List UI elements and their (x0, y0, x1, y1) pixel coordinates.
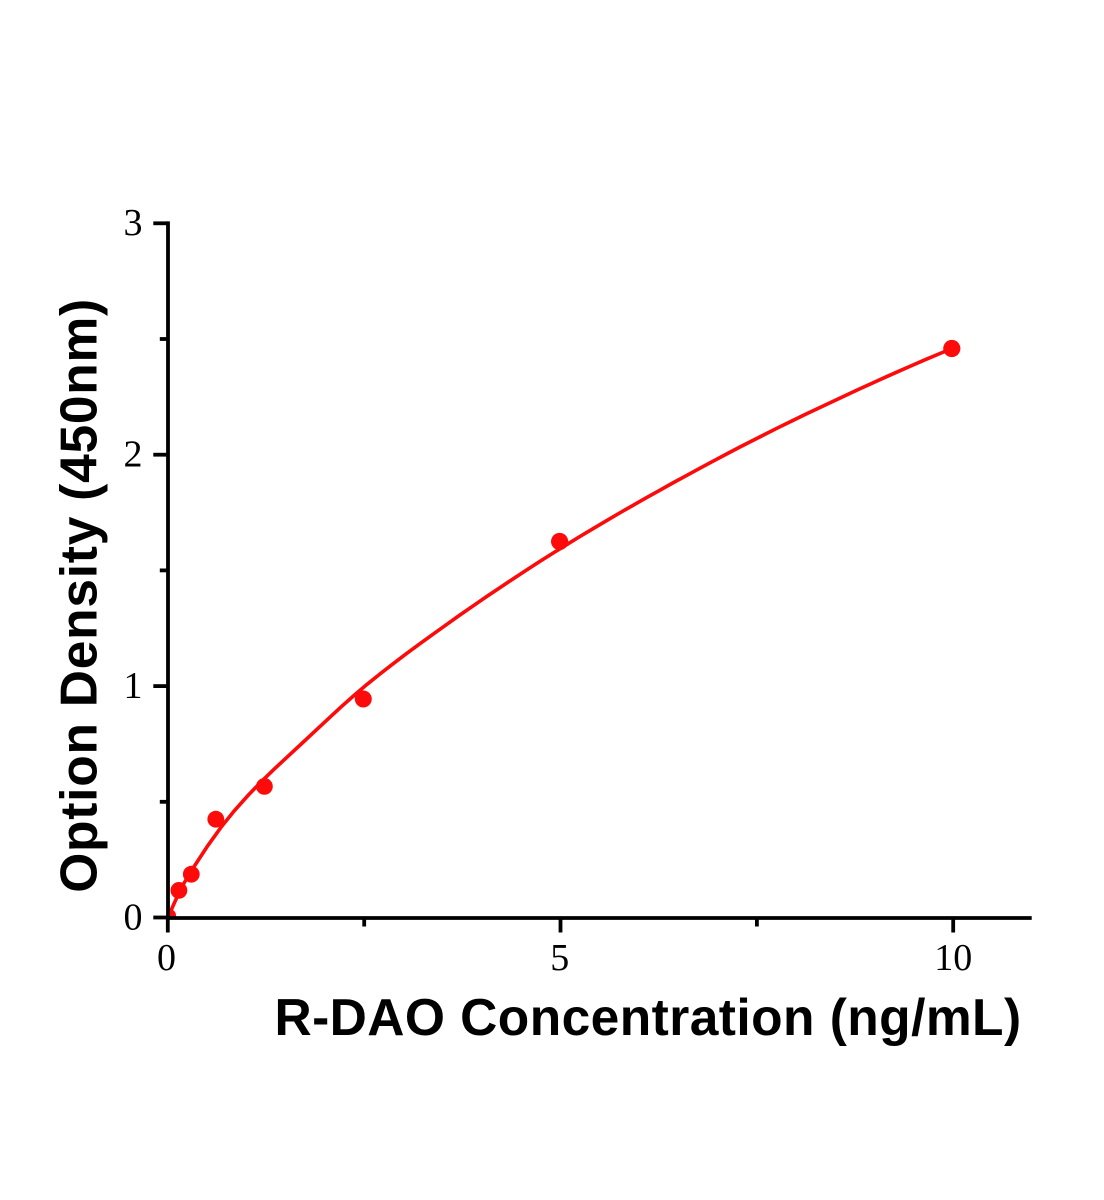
svg-text:Option Density (450nm): Option Density (450nm) (49, 298, 107, 893)
svg-text:0: 0 (157, 937, 176, 979)
svg-text:R-DAO Concentration (ng/mL): R-DAO Concentration (ng/mL) (274, 988, 1021, 1046)
svg-text:1: 1 (124, 665, 143, 707)
svg-text:2: 2 (124, 434, 143, 476)
svg-text:5: 5 (550, 937, 569, 979)
svg-text:0: 0 (124, 896, 143, 938)
svg-text:3: 3 (124, 202, 143, 244)
svg-text:10: 10 (934, 937, 972, 979)
